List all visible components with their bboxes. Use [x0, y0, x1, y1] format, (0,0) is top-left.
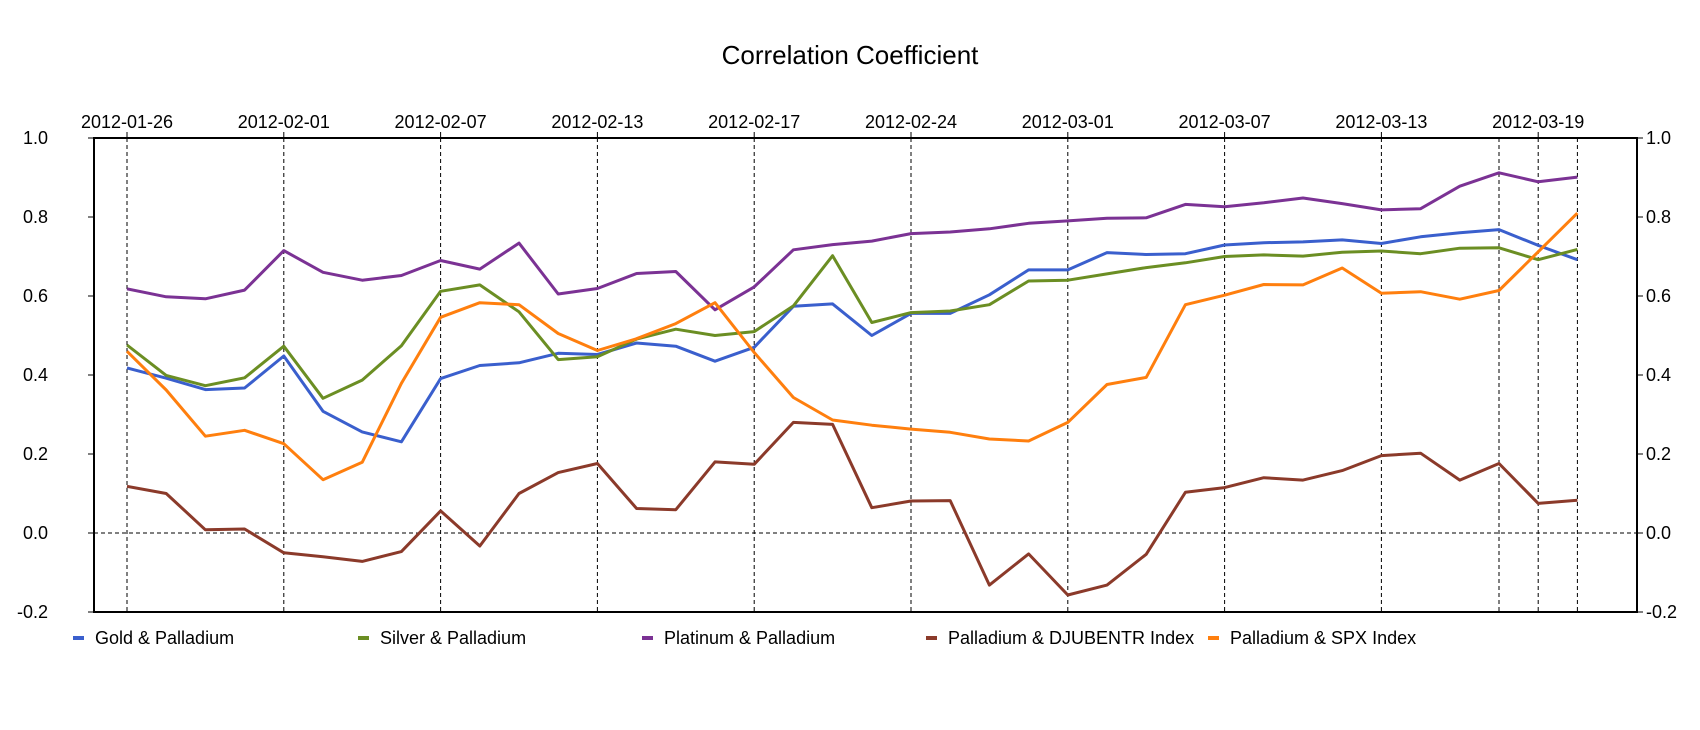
legend-swatch — [358, 636, 369, 640]
legend-swatch — [1208, 636, 1219, 640]
x-tick-label: 2012-03-13 — [1335, 112, 1427, 132]
y-tick-label-left: 0.8 — [23, 207, 48, 227]
series-layer — [125, 171, 1579, 597]
legend-label: Palladium & SPX Index — [1230, 628, 1416, 648]
grid-layer — [94, 138, 1637, 612]
legend-label: Palladium & DJUBENTR Index — [948, 628, 1194, 648]
y-tick-label-left: -0.2 — [17, 602, 48, 622]
x-tick-label: 2012-02-17 — [708, 112, 800, 132]
series-line — [126, 228, 1578, 444]
x-tick-label: 2012-02-24 — [865, 112, 957, 132]
y-tick-label-right: 1.0 — [1646, 128, 1671, 148]
x-tick-label: 2012-01-26 — [81, 112, 173, 132]
series-line — [126, 420, 1578, 597]
x-tick-label: 2012-02-07 — [395, 112, 487, 132]
x-tick-label: 2012-02-01 — [238, 112, 330, 132]
x-tick-label: 2012-03-07 — [1179, 112, 1271, 132]
series-line — [126, 171, 1578, 312]
x-tick-label: 2012-03-19 — [1492, 112, 1584, 132]
y-tick-label-left: 0.4 — [23, 365, 48, 385]
y-tick-label-left: 0.6 — [23, 286, 48, 306]
series-line — [125, 212, 1579, 482]
legend-swatch — [926, 636, 937, 640]
legend-label: Gold & Palladium — [95, 628, 234, 648]
series-line — [126, 246, 1578, 400]
y-tick-label-right: 0.6 — [1646, 286, 1671, 306]
y-tick-label-right: -0.2 — [1646, 602, 1677, 622]
axis-layer: 2012-01-26 2012-02-01 2012-02-07 2012-02-13… — [17, 112, 1677, 622]
y-tick-label-right: 0.0 — [1646, 523, 1671, 543]
y-tick-label-right: 0.8 — [1646, 207, 1671, 227]
y-tick-label-left: 0.2 — [23, 444, 48, 464]
legend-label: Platinum & Palladium — [664, 628, 835, 648]
x-tick-label: 2012-02-13 — [551, 112, 643, 132]
y-tick-label-left: 0.0 — [23, 523, 48, 543]
legend-label: Silver & Palladium — [380, 628, 526, 648]
y-tick-label-left: 1.0 — [23, 128, 48, 148]
y-tick-label-right: 0.4 — [1646, 365, 1671, 385]
legend: Gold & Palladium Silver & Palladium Platin… — [73, 628, 1416, 648]
chart-title: Correlation Coefficient — [722, 40, 980, 70]
legend-swatch — [73, 636, 84, 640]
y-tick-label-right: 0.2 — [1646, 444, 1671, 464]
x-tick-label: 2012-03-01 — [1022, 112, 1114, 132]
legend-swatch — [642, 636, 653, 640]
